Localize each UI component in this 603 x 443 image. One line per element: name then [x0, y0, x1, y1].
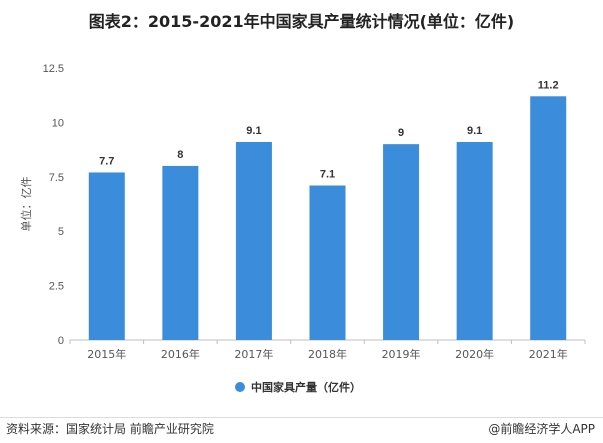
x-tick-label: 2019年 — [382, 347, 421, 361]
y-tick-label: 0 — [58, 335, 64, 347]
legend-label: 中国家具产量（亿件） — [251, 380, 361, 394]
x-tick-label: 2017年 — [234, 347, 273, 361]
data-label: 9.1 — [246, 125, 261, 137]
x-tick-label: 2018年 — [308, 347, 347, 361]
data-label: 11.2 — [538, 79, 559, 91]
bar — [383, 144, 420, 340]
bars: 7.7 8 9.1 7.1 9 9.1 11.2 — [88, 79, 567, 341]
data-label: 9 — [398, 127, 404, 139]
x-tick-label: 2021年 — [529, 347, 568, 361]
x-tick-label: 2016年 — [161, 347, 200, 361]
y-tick-label: 7.5 — [49, 172, 64, 184]
data-label: 7.1 — [320, 169, 335, 181]
bar — [162, 165, 199, 340]
bar — [530, 96, 567, 341]
legend-marker — [235, 382, 245, 392]
footer-divider — [0, 417, 603, 418]
y-tick-label: 10 — [52, 117, 64, 129]
x-tick-label: 2015年 — [87, 347, 126, 361]
brand-credit: @前瞻经济学人APP — [488, 422, 595, 436]
bar — [456, 141, 493, 340]
y-tick-label: 2.5 — [49, 281, 64, 293]
y-tick-label: 12.5 — [43, 63, 64, 75]
bar — [88, 172, 125, 340]
chart-title: 图表2：2015-2021年中国家具产量统计情况(单位：亿件) — [88, 12, 515, 31]
bar — [309, 185, 346, 340]
bar — [235, 141, 272, 340]
legend: 中国家具产量（亿件） — [235, 380, 361, 394]
y-tick-label: 5 — [58, 226, 64, 238]
data-label: 7.7 — [99, 155, 114, 167]
data-label: 8 — [177, 149, 183, 161]
y-axis-label: 单位：亿件 — [19, 177, 33, 232]
x-tick-label: 2020年 — [455, 347, 494, 361]
data-label: 9.1 — [467, 125, 482, 137]
source-note: 资料来源：国家统计局 前瞻产业研究院 — [6, 422, 214, 436]
